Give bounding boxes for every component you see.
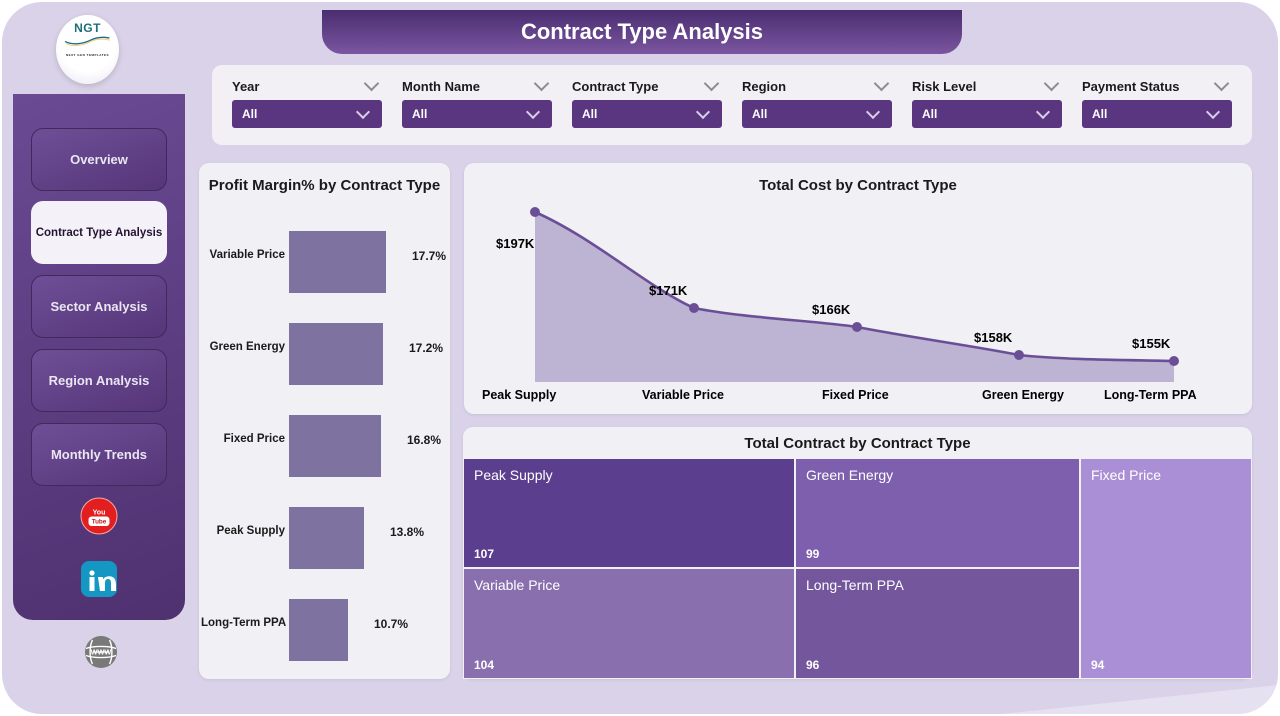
svg-text:You: You	[93, 510, 106, 517]
svg-text:Tube: Tube	[92, 519, 107, 526]
svg-text:WWW: WWW	[91, 648, 112, 657]
